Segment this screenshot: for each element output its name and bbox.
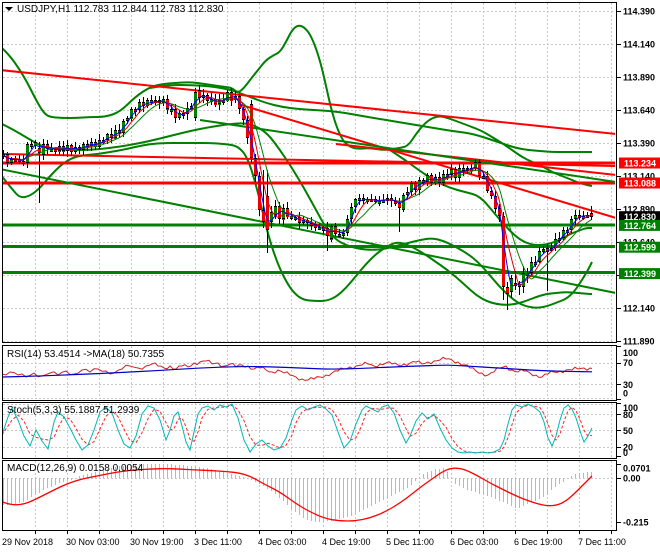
svg-text:113.390: 113.390 (623, 138, 655, 148)
svg-text:113.640: 113.640 (623, 105, 655, 115)
svg-text:-0.215: -0.215 (623, 517, 649, 527)
svg-text:111.890: 111.890 (623, 336, 655, 346)
svg-text:112.599: 112.599 (624, 243, 656, 253)
svg-text:80: 80 (623, 410, 633, 420)
svg-text:4 Dec 03:00: 4 Dec 03:00 (258, 537, 307, 547)
svg-text:6 Dec 19:00: 6 Dec 19:00 (514, 537, 563, 547)
svg-text:114.390: 114.390 (623, 6, 655, 16)
svg-text:112.890: 112.890 (623, 204, 655, 214)
svg-text:50: 50 (623, 426, 633, 436)
svg-text:113.140: 113.140 (623, 171, 655, 181)
svg-text:70: 70 (623, 358, 633, 368)
svg-text:30 Nov 03:00: 30 Nov 03:00 (66, 537, 120, 547)
svg-text:Stoch(5,3,3) 55.1887 51.2939: Stoch(5,3,3) 55.1887 51.2939 (7, 405, 140, 416)
svg-text:0.00: 0.00 (623, 474, 641, 484)
svg-text:0: 0 (623, 388, 628, 398)
svg-text:113.890: 113.890 (623, 72, 655, 82)
svg-text:114.140: 114.140 (623, 39, 655, 49)
svg-text:5 Dec 11:00: 5 Dec 11:00 (386, 537, 434, 547)
svg-text:112.399: 112.399 (624, 269, 656, 279)
svg-text:113.088: 113.088 (624, 179, 656, 189)
svg-text:MACD(12,26,9) 0.0158 0.0054: MACD(12,26,9) 0.0158 0.0054 (7, 463, 144, 474)
svg-text:7 Dec 11:00: 7 Dec 11:00 (578, 537, 626, 547)
svg-text:6 Dec 03:00: 6 Dec 03:00 (450, 537, 499, 547)
svg-text:0: 0 (623, 448, 628, 458)
svg-text:100: 100 (623, 403, 638, 413)
svg-text:RSI(14) 53.4514 ->MA(18) 50.7: RSI(14) 53.4514 ->MA(18) 50.7355 (7, 349, 164, 360)
svg-text:112.830: 112.830 (624, 212, 656, 222)
svg-text:USDJPY,H1 112.783 112.844 112.: USDJPY,H1 112.783 112.844 112.783 112.83… (17, 4, 224, 15)
svg-text:29 Nov 2018: 29 Nov 2018 (2, 537, 53, 547)
svg-text:3 Dec 11:00: 3 Dec 11:00 (194, 537, 242, 547)
svg-text:112.140: 112.140 (623, 303, 655, 313)
svg-text:30: 30 (623, 380, 633, 390)
svg-text:100: 100 (623, 348, 638, 358)
svg-text:0.0701: 0.0701 (623, 463, 651, 473)
svg-text:4 Dec 19:00: 4 Dec 19:00 (322, 537, 371, 547)
svg-text:30 Nov 19:00: 30 Nov 19:00 (130, 537, 184, 547)
svg-text:20: 20 (623, 443, 633, 453)
svg-text:112.764: 112.764 (624, 221, 656, 231)
svg-text:113.234: 113.234 (624, 159, 656, 169)
